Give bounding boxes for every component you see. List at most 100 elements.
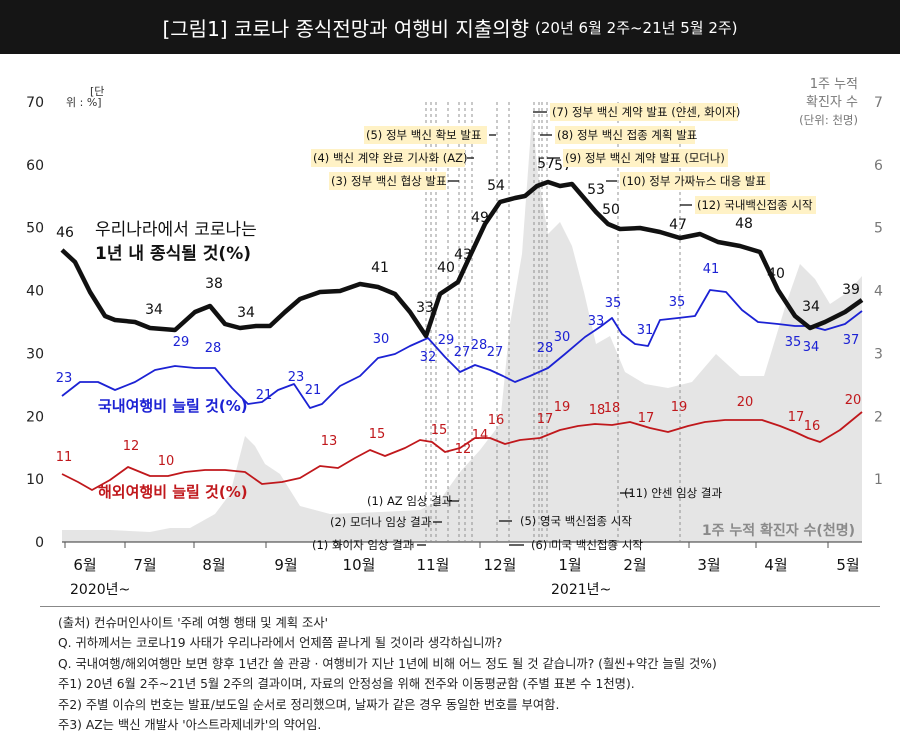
black-data-label: 34 — [802, 299, 820, 315]
event-callout-label: (12) 국내백신접종 시작 — [697, 198, 813, 212]
month-label: 5월 — [836, 556, 859, 574]
right-tick-label: 3 — [874, 346, 883, 362]
red-data-label: 16 — [488, 413, 505, 428]
blue-data-label: 34 — [803, 340, 820, 355]
black-data-label: 33 — [416, 300, 434, 316]
blue-data-label: 21 — [256, 388, 273, 403]
domestic-travel-line — [61, 289, 863, 409]
red-data-label: 12 — [455, 442, 472, 457]
title-bar: [그림1] 코로나 종식전망과 여행비 지출의향 (20년 6월 2주~21년 … — [0, 0, 900, 54]
right-tick-label: 1 — [874, 472, 883, 488]
red-data-label: 15 — [431, 423, 448, 438]
left-tick-label: 60 — [26, 158, 44, 174]
left-tick-label: 10 — [26, 472, 44, 488]
event-label-bottom: (1) AZ 임상 결과 — [367, 494, 453, 508]
blue-data-label: 29 — [173, 335, 190, 350]
series-title-cases: 1주 누적 확진자 수(천명) — [702, 522, 855, 539]
red-data-label: 17 — [788, 410, 805, 425]
event-label-bottom: (5) 영국 백신접종 시작 — [520, 514, 632, 528]
blue-data-label: 27 — [454, 345, 471, 360]
right-axis-unit: (단위: 천명) — [799, 113, 858, 127]
black-data-label: 49 — [471, 210, 489, 226]
event-label-bottom: (11) 얀센 임상 결과 — [624, 486, 722, 500]
blue-data-label: 41 — [703, 262, 720, 277]
blue-data-label: 28 — [537, 341, 554, 356]
event-callout-box — [311, 149, 465, 167]
event-callout-label: (9) 정부 백신 계약 발표 (모더나) — [565, 151, 725, 165]
note-question-1: Q. 귀하께서는 코로나19 사태가 우리나라에서 언제쯤 끝나게 될 것이라 … — [58, 636, 503, 651]
red-data-label: 15 — [369, 427, 386, 442]
black-data-label: 50 — [602, 202, 620, 218]
black-data-label: 57 — [537, 156, 555, 172]
red-data-label: 19 — [554, 400, 571, 415]
event-callout-box — [620, 172, 770, 190]
overseas-travel-line — [61, 411, 863, 491]
event-callout-label: (3) 정부 백신 협상 발표 — [331, 174, 447, 188]
month-label: 6월 — [73, 556, 96, 574]
series-lines-group — [60, 179, 864, 491]
right-axis-unit: 확진자 수 — [806, 95, 858, 110]
red-data-label: 10 — [158, 454, 175, 469]
black-data-label: 38 — [205, 276, 223, 292]
blue-data-label: 23 — [288, 370, 305, 385]
red-data-label: 18 — [589, 403, 606, 418]
event-callout-label: (4) 백신 계약 완료 기사화 (AZ) — [313, 151, 468, 165]
blue-data-label: 27 — [487, 345, 504, 360]
red-data-label: 17 — [537, 412, 554, 427]
event-callout-label: (5) 정부 백신 확보 발표 — [366, 128, 482, 142]
black-data-label: 34 — [145, 302, 163, 318]
black-data-label: 43 — [454, 247, 472, 263]
note-footnote-3: 주3) AZ는 백신 개발사 '아스트라제네카'의 약어임. — [58, 718, 322, 733]
event-callout-box — [695, 196, 816, 214]
event-callout-box — [550, 103, 738, 121]
month-label: 9월 — [274, 556, 297, 574]
note-footnote-2: 주2) 주별 이슈의 번호는 발표/보도일 순서로 정리했으며, 날짜가 같은 … — [58, 697, 560, 712]
month-label: 3월 — [697, 556, 720, 574]
month-label: 12월 — [484, 556, 517, 574]
event-label-bottom: (6) 미국 백신접종 시작 — [531, 538, 643, 552]
blue-data-label: 29 — [438, 333, 455, 348]
red-data-label: 20 — [845, 393, 862, 408]
month-label: 4월 — [764, 556, 787, 574]
data-labels-group: 4634383441334043495457575350474840343923… — [56, 156, 862, 469]
right-tick-label: 2 — [874, 409, 883, 425]
blue-data-label: 23 — [56, 371, 73, 386]
red-data-label: 19 — [671, 400, 688, 415]
red-data-label: 11 — [56, 450, 73, 465]
black-data-label: 40 — [437, 260, 455, 276]
chart-title: [그림1] 코로나 종식전망과 여행비 지출의향 — [162, 16, 530, 41]
series-title-red: 해외여행비 늘릴 것(%) — [98, 483, 248, 501]
event-callout-box — [563, 149, 728, 167]
cases-area-group — [62, 116, 862, 542]
red-data-label: 16 — [804, 419, 821, 434]
black-data-label: 40 — [767, 266, 785, 282]
event-label-bottom: (2) 모더나 임상 결과 — [330, 515, 432, 529]
event-callout-box — [555, 126, 695, 144]
blue-data-label: 32 — [420, 350, 437, 365]
black-data-label: 47 — [669, 217, 687, 233]
right-tick-label: 5 — [874, 221, 883, 237]
right-tick-label: 6 — [874, 158, 883, 174]
black-data-label: 48 — [735, 216, 753, 232]
left-axis-unit-line2: 위 : %] — [66, 96, 102, 109]
black-data-label: 54 — [487, 178, 505, 194]
event-callout-label: (8) 정부 백신 접종 계획 발표 — [557, 128, 697, 142]
note-question-2: Q. 국내여행/해외여행만 보면 향후 1년간 쓸 관광 · 여행비가 지난 1… — [58, 656, 717, 671]
blue-data-label: 35 — [605, 296, 622, 311]
red-data-label: 13 — [321, 434, 338, 449]
month-label: 11월 — [417, 556, 450, 574]
confirmed-cases-area — [62, 116, 862, 542]
red-data-label: 14 — [472, 428, 489, 443]
left-tick-label: 20 — [26, 409, 44, 425]
month-label: 1월 — [558, 556, 581, 574]
event-callout-label: (7) 정부 백신 계약 발표 (얀센, 화이자) — [552, 105, 740, 119]
notes-block: (출처) 컨슈머인사이트 '주례 여행 행태 및 계획 조사' Q. 귀하께서는… — [58, 613, 717, 735]
right-axis-unit: 1주 누적 — [810, 77, 858, 92]
black-data-label: 46 — [56, 225, 74, 241]
blue-data-label: 21 — [305, 383, 322, 398]
year-label-2021: 2021년~ — [551, 582, 611, 598]
blue-data-label: 35 — [669, 295, 686, 310]
month-label: 8월 — [202, 556, 225, 574]
